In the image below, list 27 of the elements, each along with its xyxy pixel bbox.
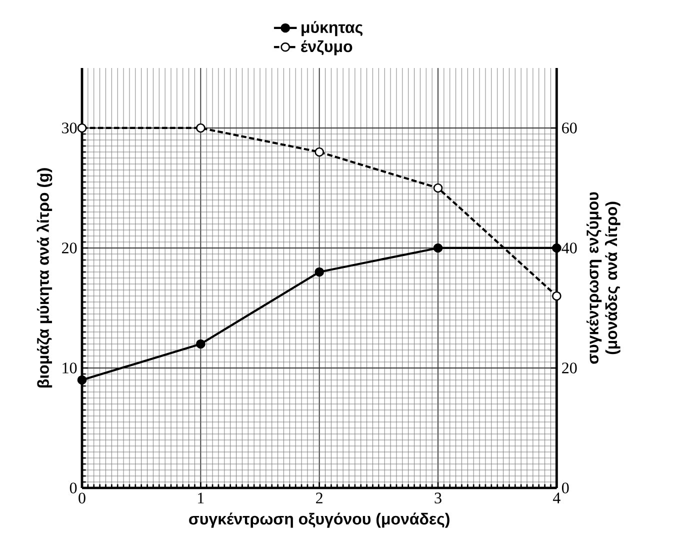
x-tick-label: 0 — [78, 492, 86, 504]
point — [433, 243, 443, 253]
y-tick-label: 10 — [62, 362, 77, 374]
point — [77, 123, 87, 133]
x-axis-title: συγκέντρωση οξυγόνου (μονάδες) — [189, 512, 450, 528]
point — [433, 183, 443, 193]
x-tick-label: 1 — [198, 492, 204, 504]
y2-tick-label: 20 — [562, 362, 577, 374]
point — [196, 123, 206, 133]
y-tick-label: 20 — [62, 242, 77, 254]
y-tick-label: 0 — [70, 482, 77, 494]
x-tick-label: 3 — [434, 492, 442, 504]
point — [314, 147, 324, 157]
x-tick-label: 4 — [552, 492, 560, 504]
y2-axis-title: συγκέντρωση ενζύμου (μονάδες ανά λίτρο) — [586, 192, 620, 364]
legend-label: ένζυμο — [301, 40, 352, 56]
point — [77, 375, 87, 385]
point — [314, 267, 324, 277]
point — [552, 291, 562, 301]
y2-tick-label: 60 — [562, 122, 577, 134]
y2-tick-label: 0 — [562, 482, 569, 494]
x-tick-label: 2 — [316, 492, 322, 504]
y-tick-label: 30 — [62, 122, 77, 134]
point — [196, 339, 206, 349]
y-axis-title: βιομάζα μύκητα ανά λίτρο (g) — [36, 168, 52, 388]
y2-tick-label: 40 — [562, 242, 577, 254]
legend-label: μύκητας — [302, 21, 363, 36]
